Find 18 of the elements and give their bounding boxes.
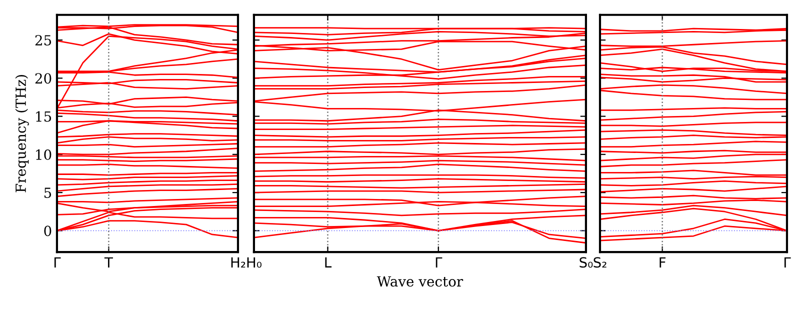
y-tick-label: 5 (44, 188, 52, 198)
y-tick-label: 25 (35, 35, 52, 46)
x-tick-label: Γ (54, 257, 61, 268)
y-tick-label: 10 (36, 149, 52, 160)
y-tick-label: 0 (44, 226, 52, 236)
y-axis-title: Frequency (THz) (15, 75, 29, 192)
x-tick-label: S₀ (580, 257, 593, 268)
x-tick-label: Γ (436, 257, 442, 268)
x-tick-label: H₂ (231, 257, 246, 268)
x-tick-label: Γ (784, 257, 791, 268)
x-tick-label: S₂ (594, 257, 606, 268)
x-tick-label: H₀ (247, 257, 262, 268)
x-tick-label: L (325, 257, 332, 268)
x-tick-label: T (104, 257, 113, 268)
y-tick-label: 15 (36, 111, 52, 122)
y-tick-label: 20 (35, 73, 52, 84)
x-tick-label: F (660, 257, 666, 268)
x-axis-title: Wave vector (376, 276, 464, 287)
